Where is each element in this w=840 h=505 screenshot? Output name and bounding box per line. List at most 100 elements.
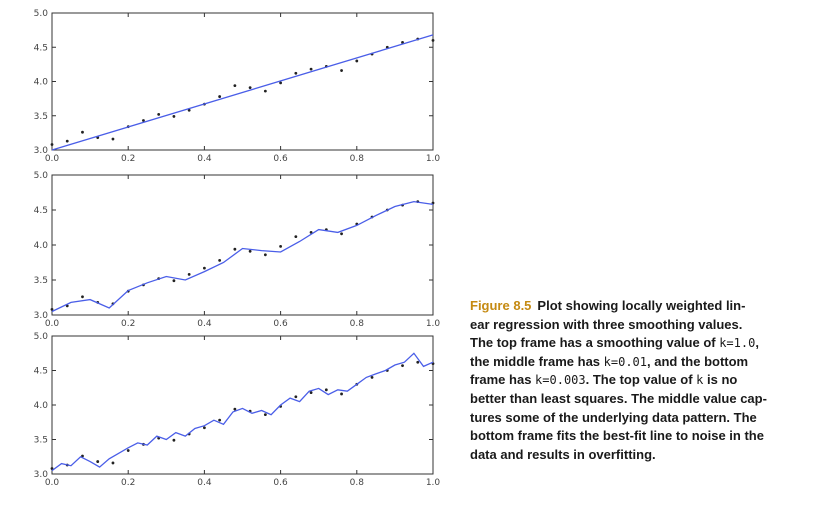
data-point [172,115,176,118]
data-point [218,259,222,262]
caption-line: data and results in overfitting. [470,447,656,462]
x-tick-label: 1.0 [426,319,441,329]
data-point [203,426,206,430]
x-tick-label: 0.4 [197,319,212,329]
data-point [294,395,298,399]
x-tick-label: 1.0 [426,478,441,488]
caption-code: k=1.0 [719,336,756,351]
chart-panel-3: 0.0 0.2 0.4 0.6 0.8 1.0 3.0 3.5 4.0 4.5 5.0 [34,332,441,488]
caption-text: data and results in overfitting. [470,446,656,462]
x-tick-label: 0.8 [350,154,365,164]
data-point [157,112,161,116]
caption-line: the middle frame has k=0.01, and the bot… [470,354,748,369]
data-point [401,364,404,368]
data-point [263,413,267,417]
data-point [81,130,84,134]
fit-line [51,200,434,313]
data-point [187,273,191,276]
data-point [218,95,222,98]
data-point [142,119,145,122]
caption-code: k [696,373,704,388]
x-tick-label: 0.0 [45,319,60,329]
caption-line: ear regression with three smoothing valu… [470,317,742,332]
caption-line: Plot showing locally weighted lin- [537,298,745,313]
y-tick-label: 3.0 [34,146,49,156]
x-tick-label: 0.2 [121,478,135,488]
data-point [248,249,252,253]
data-point [370,376,374,379]
data-point [203,266,206,270]
caption-text: the middle frame has [470,353,604,369]
data-point [233,407,237,411]
y-tick-label: 4.5 [34,206,48,216]
y-tick-label: 4.0 [34,401,49,411]
y-tick-label: 4.5 [34,43,48,53]
y-tick-label: 3.5 [34,276,48,286]
data-point [340,392,343,396]
data-point [263,89,267,93]
data-point [294,71,298,75]
y-tick-label: 3.5 [34,436,48,446]
plot-frame [51,174,434,316]
caption-text: , and the bottom [647,353,749,369]
caption-text: Plot showing locally weighted lin- [537,298,746,313]
x-tick-label: 0.4 [197,154,212,164]
caption-text: The top frame has a smoothing value of [470,335,720,351]
x-tick-label: 0.0 [45,154,60,164]
x-tick-label: 0.0 [45,478,60,488]
x-tick-label: 0.2 [121,154,135,164]
data-point [233,84,237,88]
data-point [65,139,69,143]
data-point [111,461,115,465]
figure-label: Figure 8.5 [470,298,532,313]
y-tick-label: 5.0 [34,332,49,342]
y-tick-label: 5.0 [34,9,49,19]
chart-panel-1: 0.0 0.2 0.4 0.6 0.8 1.0 3.0 3.5 4.0 4.5 5.0 [34,9,441,164]
caption-line: The top frame has a smoothing value of k… [470,335,759,350]
data-point [324,388,328,392]
data-point [355,59,359,63]
x-tick-label: 0.2 [121,319,135,329]
caption-text: better than least squares. The middle va… [470,390,767,406]
data-point [309,231,313,234]
x-tick-label: 0.6 [273,154,288,164]
x-tick-label: 0.4 [197,478,212,488]
fit-line [51,34,434,151]
data-point [263,253,267,257]
data-point [309,67,313,71]
data-point [172,279,176,283]
caption-text: tures some of the underlying data patter… [470,409,757,425]
data-point [187,108,191,112]
x-tick-label: 0.8 [350,319,365,329]
data-point [279,245,282,248]
fit-line [51,352,434,472]
plot-frame [51,12,434,151]
data-point [50,308,54,311]
caption-text: is no [703,372,738,388]
data-point [416,360,420,364]
caption-text: ear regression with three smoothing valu… [470,316,743,332]
x-tick-label: 0.6 [273,478,288,488]
caption-text: , [755,335,759,351]
data-point [50,143,54,146]
caption-text: . The top value of [585,372,697,388]
data-point [340,69,343,72]
figure-panels: 0.0 0.2 0.4 0.6 0.8 1.0 3.0 3.5 4.0 4.5 5.0 0.0 0.2 0… [34,9,441,488]
data-point [431,39,435,42]
data-point [309,391,313,394]
data-point [248,86,252,90]
x-tick-label: 0.8 [350,478,365,488]
data-point [233,247,237,251]
caption-line: tures some of the underlying data patter… [470,410,757,425]
data-point [340,232,343,236]
data-point [279,81,282,85]
caption-line: bottom frame fits the best-fit line to n… [470,428,764,443]
x-tick-label: 1.0 [426,154,441,164]
caption-text: frame has [470,372,536,388]
y-tick-label: 3.0 [34,470,49,480]
data-point [96,460,100,463]
data-point [401,41,404,44]
y-tick-label: 3.0 [34,311,49,321]
y-tick-label: 4.0 [34,241,49,251]
y-tick-label: 5.0 [34,171,49,181]
